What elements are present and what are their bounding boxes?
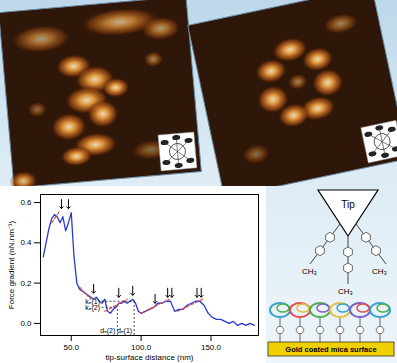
svg-text:0.2: 0.2 bbox=[20, 279, 32, 288]
svg-text:0.6: 0.6 bbox=[20, 198, 32, 207]
svg-text:kₑ(2): kₑ(2) bbox=[85, 304, 100, 312]
svg-text:Tip: Tip bbox=[341, 199, 355, 210]
svg-text:CH₃: CH₃ bbox=[302, 267, 317, 276]
svg-text:150.0: 150.0 bbox=[201, 343, 222, 352]
svg-text:0.4: 0.4 bbox=[20, 238, 32, 247]
svg-text:100.0: 100.0 bbox=[131, 343, 152, 352]
svg-text:Force gradient (nN.nm⁻¹): Force gradient (nN.nm⁻¹) bbox=[7, 220, 16, 309]
svg-text:Gold coated mica surface: Gold coated mica surface bbox=[285, 345, 376, 354]
svg-text:CH₃: CH₃ bbox=[338, 287, 353, 296]
svg-text:dₑ(2): dₑ(2) bbox=[100, 327, 115, 335]
svg-text:tip-surface distance (nm): tip-surface distance (nm) bbox=[105, 353, 193, 362]
svg-text:dₑ(1): dₑ(1) bbox=[117, 327, 132, 335]
svg-text:0.0: 0.0 bbox=[20, 319, 32, 328]
svg-text:50.0: 50.0 bbox=[63, 343, 79, 352]
svg-text:CH₃: CH₃ bbox=[372, 267, 387, 276]
svg-text:kₑ(1): kₑ(1) bbox=[85, 297, 100, 305]
